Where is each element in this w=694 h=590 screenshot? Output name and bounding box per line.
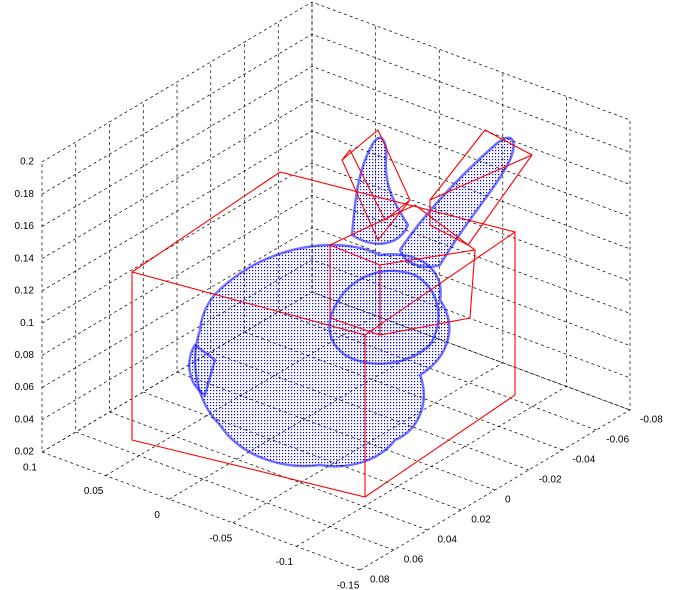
x-tick-label: 0.05 <box>84 486 104 497</box>
z-tick-label: 0.04 <box>15 414 35 425</box>
y-tick-label: -0.02 <box>539 475 562 486</box>
z-tick-label: 0.18 <box>15 189 35 200</box>
y-tick-label: -0.04 <box>573 455 596 466</box>
chart: 0.1 0.05 0 -0.05 -0.1 -0.15 -0.08 -0.06 -0.04 -0.… <box>0 0 694 590</box>
grid-line <box>42 34 630 194</box>
y-tick-label: 0.08 <box>370 575 390 586</box>
y-tick-label: 0.04 <box>438 535 458 546</box>
bunny-ear <box>400 138 514 267</box>
z-tick-label: 0.2 <box>20 157 34 168</box>
x-tick-label: -0.15 <box>337 581 360 590</box>
z-tick-label: 0.16 <box>15 221 35 232</box>
z-tick-label: 0.06 <box>15 382 35 393</box>
y-tick-label: 0 <box>505 495 511 506</box>
x-tick-label: -0.1 <box>276 557 294 568</box>
grid-line <box>42 66 630 226</box>
z-tick-label: 0.12 <box>15 286 35 297</box>
z-tick-label: 0.02 <box>15 447 35 458</box>
x-tick-label: -0.05 <box>209 533 232 544</box>
grid-line <box>42 99 630 259</box>
z-tick-label: 0.08 <box>15 350 35 361</box>
z-tick-label: 0.14 <box>15 253 35 264</box>
z-tick-label: 0.1 <box>20 318 34 329</box>
point-cloud <box>189 138 513 466</box>
grid-line <box>42 2 630 162</box>
y-tick-label: -0.06 <box>606 435 629 446</box>
y-tick-label: 0.06 <box>404 555 424 566</box>
y-tick-label: 0.02 <box>471 515 491 526</box>
x-tick-label: 0 <box>154 510 160 521</box>
bunny-ear <box>352 138 408 244</box>
x-tick-label: 0.1 <box>23 463 37 474</box>
y-tick-label: -0.08 <box>640 415 663 426</box>
